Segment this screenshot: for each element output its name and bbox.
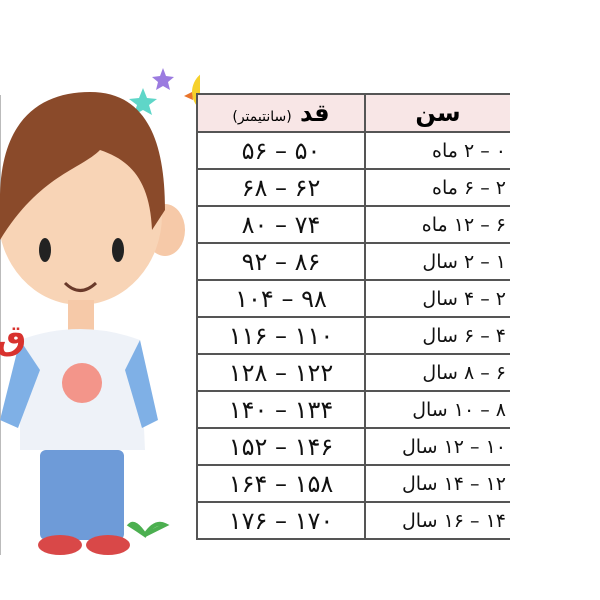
age-cell: ۸ – ۱۰ سال	[364, 390, 510, 429]
table-row: ۱ – ۲ سال ۸۶ – ۹۲	[196, 242, 510, 281]
side-letter: ق	[0, 318, 27, 358]
age-cell: ۱۴ – ۱۶ سال	[364, 501, 510, 540]
table-header-row: سن قد (سانتیمتر)	[196, 93, 510, 133]
height-cell: ۱۵۸ – ۱۶۴	[196, 464, 366, 503]
table-row: ۱۴ – ۱۶ سال ۱۷۰ – ۱۷۶	[196, 501, 510, 540]
boy-illustration	[0, 68, 200, 555]
age-cell: ۶ – ۸ سال	[364, 353, 510, 392]
sprout-icon	[126, 521, 170, 538]
star-icon	[152, 68, 174, 90]
age-cell: ۱۰ – ۱۲ سال	[364, 427, 510, 466]
age-cell: ۲ – ۶ ماه	[364, 168, 510, 207]
height-cell: ۶۲ – ۶۸	[196, 168, 366, 207]
age-cell: ۱ – ۲ سال	[364, 242, 510, 281]
table-row: ۶ – ۸ سال ۱۲۲ – ۱۲۸	[196, 353, 510, 392]
star-icon	[129, 88, 157, 115]
header-height-unit: (سانتیمتر)	[232, 109, 292, 125]
height-cell: ۱۷۰ – ۱۷۶	[196, 501, 366, 540]
height-cell: ۹۸ – ۱۰۴	[196, 279, 366, 318]
height-cell: ۱۴۶ – ۱۵۲	[196, 427, 366, 466]
header-age: سن	[364, 93, 510, 133]
height-cell: ۵۰ – ۵۶	[196, 131, 366, 170]
age-cell: ۴ – ۶ سال	[364, 316, 510, 355]
header-height-label: قد	[300, 99, 330, 127]
table-row: ۱۲ – ۱۴ سال ۱۵۸ – ۱۶۴	[196, 464, 510, 503]
height-cell: ۷۴ – ۸۰	[196, 205, 366, 244]
age-cell: ۱۲ – ۱۴ سال	[364, 464, 510, 503]
left-border	[0, 95, 1, 555]
table-row: ۸ – ۱۰ سال ۱۳۴ – ۱۴۰	[196, 390, 510, 429]
age-cell: ۰ – ۲ ماه	[364, 131, 510, 170]
height-cell: ۱۳۴ – ۱۴۰	[196, 390, 366, 429]
height-cell: ۸۶ – ۹۲	[196, 242, 366, 281]
header-height: قد (سانتیمتر)	[196, 93, 366, 133]
age-cell: ۶ – ۱۲ ماه	[364, 205, 510, 244]
height-cell: ۱۲۲ – ۱۲۸	[196, 353, 366, 392]
table-row: ۴ – ۶ سال ۱۱۰ – ۱۱۶	[196, 316, 510, 355]
table-row: ۲ – ۶ ماه ۶۲ – ۶۸	[196, 168, 510, 207]
size-chart-table: سن قد (سانتیمتر) ۰ – ۲ ماه ۵۰ – ۵۶ ۲ – ۶ م…	[196, 93, 510, 540]
table-row: ۲ – ۴ سال ۹۸ – ۱۰۴	[196, 279, 510, 318]
height-cell: ۱۱۰ – ۱۱۶	[196, 316, 366, 355]
table-row: ۱۰ – ۱۲ سال ۱۴۶ – ۱۵۲	[196, 427, 510, 466]
age-cell: ۲ – ۴ سال	[364, 279, 510, 318]
table-row: ۶ – ۱۲ ماه ۷۴ – ۸۰	[196, 205, 510, 244]
table-row: ۰ – ۲ ماه ۵۰ – ۵۶	[196, 131, 510, 170]
